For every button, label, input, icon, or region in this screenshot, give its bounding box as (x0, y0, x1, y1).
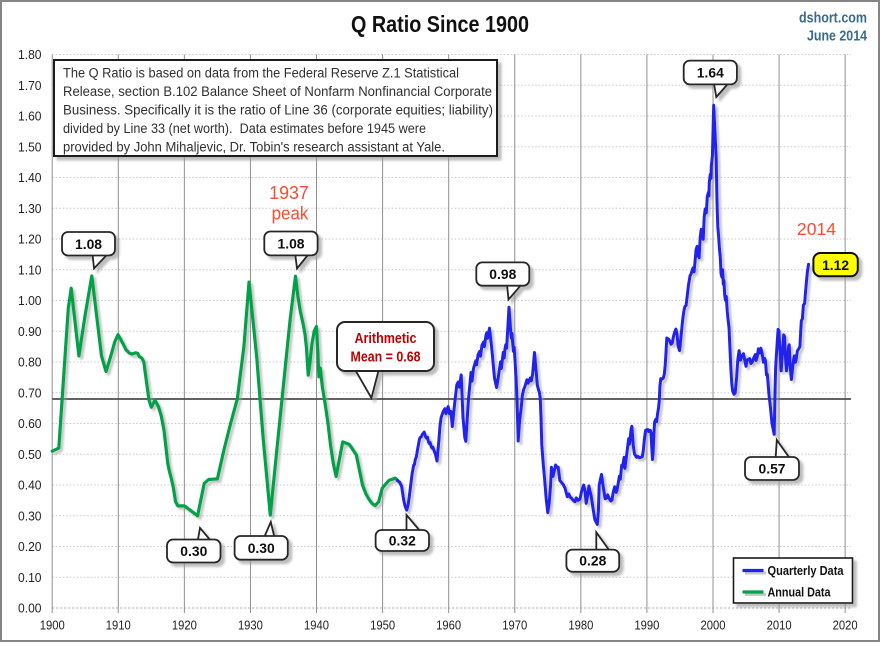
svg-text:0.98: 0.98 (489, 266, 516, 282)
svg-text:0.60: 0.60 (18, 416, 42, 431)
svg-text:Annual Data: Annual Data (768, 585, 832, 600)
svg-text:1.64: 1.64 (697, 65, 724, 81)
svg-text:1.40: 1.40 (18, 170, 42, 185)
svg-text:0.30: 0.30 (180, 543, 207, 559)
svg-text:1.10: 1.10 (18, 262, 42, 277)
svg-text:0.32: 0.32 (389, 533, 416, 549)
svg-text:peak: peak (272, 204, 310, 224)
svg-text:0.10: 0.10 (18, 570, 42, 585)
svg-text:1.70: 1.70 (18, 78, 42, 93)
svg-text:1.08: 1.08 (75, 236, 102, 252)
svg-text:divided by Line 33 (net worth): divided by Line 33 (net worth). Data est… (63, 121, 426, 136)
svg-text:dshort.com: dshort.com (799, 10, 867, 27)
svg-text:1920: 1920 (172, 618, 197, 633)
svg-text:1.60: 1.60 (18, 109, 42, 124)
svg-text:0.70: 0.70 (18, 385, 42, 400)
svg-text:1.30: 1.30 (18, 201, 42, 216)
svg-text:June 2014: June 2014 (807, 28, 868, 45)
svg-text:0.57: 0.57 (759, 461, 786, 477)
svg-text:Q Ratio Since 1900: Q Ratio Since 1900 (351, 11, 529, 37)
svg-text:0.50: 0.50 (18, 447, 42, 462)
svg-text:2010: 2010 (767, 618, 792, 633)
svg-text:0.20: 0.20 (18, 539, 42, 554)
svg-text:1970: 1970 (502, 618, 527, 633)
svg-text:Business. Specifically it is t: Business. Specifically it is the ratio o… (63, 103, 493, 118)
svg-text:Release, section B.102 Balance: Release, section B.102 Balance Sheet of … (63, 84, 492, 99)
svg-text:1930: 1930 (238, 618, 263, 633)
svg-text:1900: 1900 (40, 618, 65, 633)
svg-text:2014: 2014 (797, 219, 836, 239)
svg-text:The Q Ratio is based on data f: The Q Ratio is based on data from the Fe… (63, 66, 459, 81)
svg-text:1.08: 1.08 (278, 236, 305, 252)
svg-text:1937: 1937 (269, 183, 309, 203)
svg-text:0.30: 0.30 (248, 540, 275, 556)
svg-text:provided by John Mihaljevic, D: provided by John Mihaljevic, Dr. Tobin's… (63, 140, 445, 155)
svg-text:0.00: 0.00 (18, 601, 42, 616)
svg-text:1.50: 1.50 (18, 139, 42, 154)
svg-text:0.30: 0.30 (18, 508, 42, 523)
svg-text:1950: 1950 (370, 618, 395, 633)
svg-text:1980: 1980 (568, 618, 593, 633)
svg-text:0.90: 0.90 (18, 324, 42, 339)
svg-text:1910: 1910 (106, 618, 131, 633)
svg-text:Quarterly Data: Quarterly Data (768, 563, 845, 578)
svg-text:0.80: 0.80 (18, 355, 42, 370)
svg-text:2020: 2020 (833, 618, 858, 633)
svg-text:1.20: 1.20 (18, 232, 42, 247)
svg-text:1960: 1960 (436, 618, 461, 633)
svg-text:2000: 2000 (701, 618, 726, 633)
svg-text:0.28: 0.28 (579, 553, 606, 569)
svg-text:Arithmetic: Arithmetic (355, 331, 417, 347)
svg-text:1940: 1940 (304, 618, 329, 633)
svg-text:0.40: 0.40 (18, 478, 42, 493)
svg-text:1.00: 1.00 (18, 293, 42, 308)
svg-text:1990: 1990 (634, 618, 659, 633)
svg-text:1.80: 1.80 (18, 47, 42, 62)
svg-text:Mean = 0.68: Mean = 0.68 (351, 350, 421, 366)
svg-text:1.12: 1.12 (822, 257, 849, 273)
